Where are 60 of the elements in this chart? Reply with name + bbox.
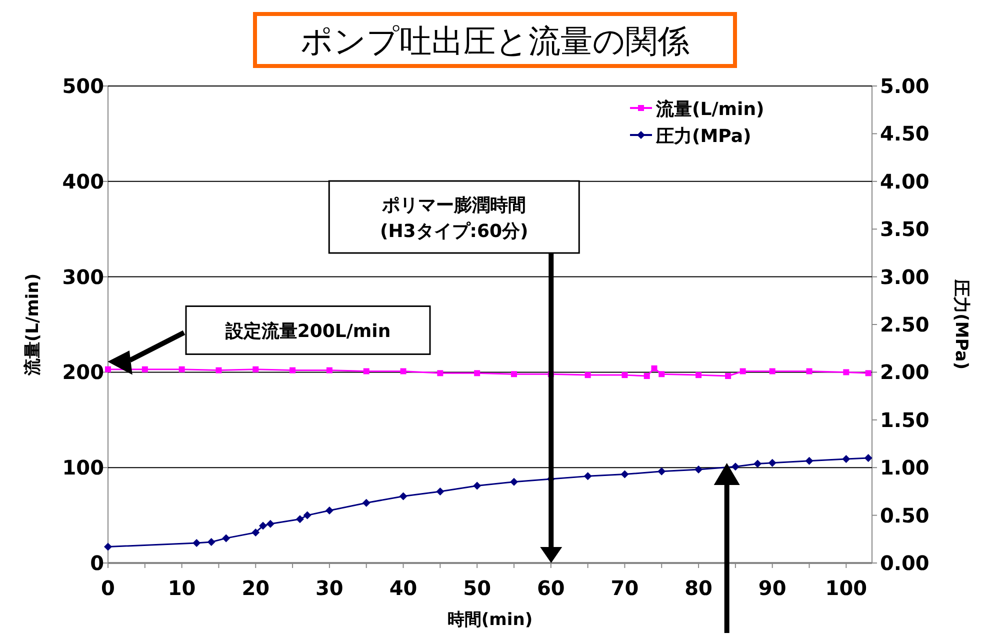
x-tick-label: 70 — [610, 576, 639, 600]
point — [362, 498, 370, 507]
y2-tick-label: 1.50 — [880, 408, 930, 432]
y2-tick-label: 3.50 — [880, 217, 930, 242]
y2-axis-title: 圧力(MPa) — [951, 278, 971, 370]
point — [266, 520, 274, 528]
x-tick-label: 40 — [389, 576, 418, 600]
y2-tick-label: 5.00 — [880, 74, 930, 98]
legend-label: 圧力(MPa) — [655, 126, 752, 147]
x-tick-label: 90 — [758, 576, 786, 600]
x-tick-label: 20 — [242, 576, 270, 600]
x-tick-label: 100 — [825, 576, 868, 600]
point — [399, 492, 408, 500]
point — [222, 534, 230, 542]
y-tick-label: 100 — [62, 456, 104, 480]
point — [731, 462, 740, 471]
y2-tick-label: 3.00 — [880, 264, 930, 289]
point — [754, 460, 762, 468]
y2-tick-label: 2.00 — [880, 360, 930, 384]
point — [252, 528, 260, 536]
x-axis-title: 時間(min) — [447, 610, 533, 630]
annotation: ポリマー膨潤時間 (H3タイプ:60分) — [380, 195, 528, 242]
y-tick-label: 0 — [90, 551, 104, 575]
point — [192, 538, 201, 547]
point — [303, 511, 312, 520]
point — [473, 482, 482, 490]
point — [584, 472, 592, 480]
y2-tick-label: 0.50 — [880, 503, 930, 528]
point — [296, 515, 304, 524]
y2-tick-label: 2.50 — [880, 312, 930, 336]
y2-tick-label: 0.00 — [880, 551, 930, 575]
y2-tick-label: 1.00 — [880, 456, 930, 480]
x-tick-label: 80 — [684, 576, 712, 600]
y-tick-label: 500 — [62, 74, 104, 98]
y2-tick-label: 4.50 — [880, 122, 930, 146]
point — [510, 478, 518, 486]
x-tick-label: 60 — [536, 576, 565, 600]
y-tick-label: 200 — [62, 360, 104, 384]
y-tick-label: 400 — [62, 169, 104, 194]
point — [259, 522, 268, 530]
y-axis-title: 流量(L/min) — [23, 273, 43, 377]
point — [104, 542, 112, 551]
point — [658, 467, 666, 476]
point — [325, 506, 334, 515]
point — [694, 466, 703, 474]
point — [207, 538, 216, 546]
point — [436, 487, 444, 496]
point — [805, 456, 814, 465]
point — [768, 458, 776, 467]
x-tick-label: 30 — [316, 576, 344, 600]
y-tick-label: 300 — [62, 264, 104, 289]
point — [842, 455, 850, 464]
x-tick-label: 10 — [168, 576, 196, 600]
x-tick-label: 50 — [463, 576, 492, 600]
chart-title: ポンプ吐出圧と流量の関係 — [300, 22, 690, 60]
legend-label: 流量(L/min) — [655, 99, 764, 120]
y2-tick-label: 4.00 — [880, 169, 930, 194]
point — [864, 454, 872, 462]
annotation: 設定流量200L/min — [224, 321, 391, 342]
point — [620, 470, 629, 478]
